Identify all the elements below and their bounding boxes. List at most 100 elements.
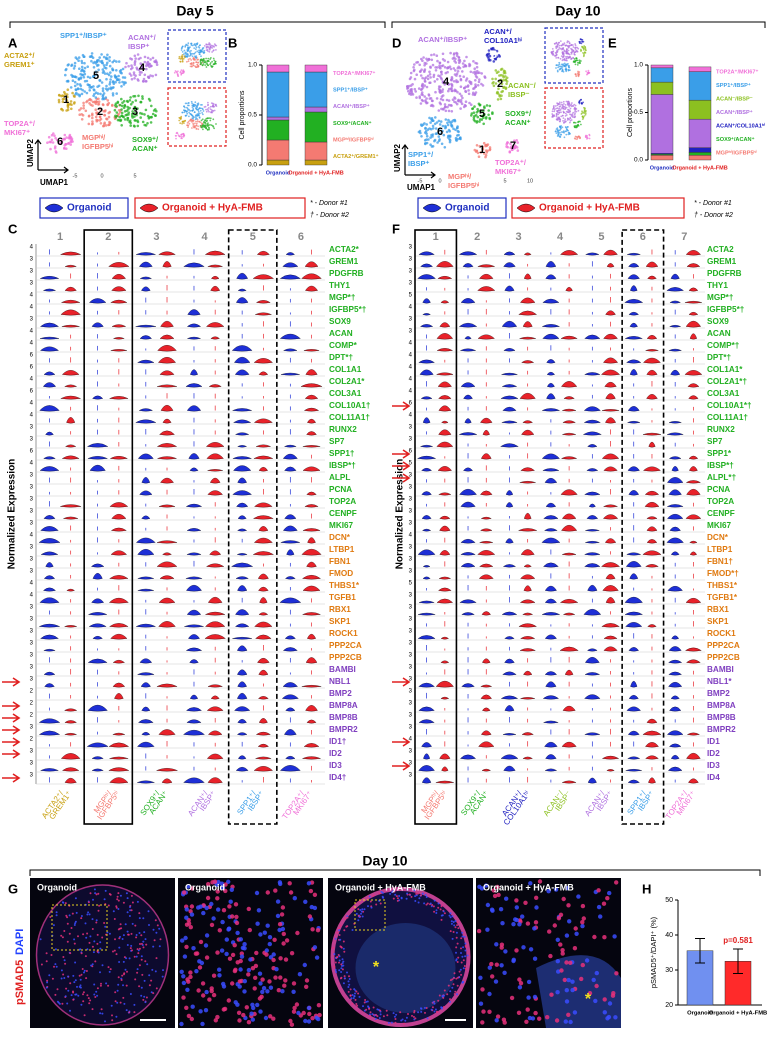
violin [685, 320, 701, 328]
inset-cell [554, 105, 557, 107]
nucleus [587, 991, 593, 996]
nucleus [186, 921, 192, 926]
umap-cell [501, 89, 505, 93]
umap-cell [434, 127, 438, 130]
nucleus [107, 966, 110, 969]
tick-label: 5 [503, 178, 506, 184]
violin [135, 419, 157, 424]
umap-cell [91, 100, 95, 104]
violin [542, 333, 560, 340]
violin [627, 730, 640, 736]
violin [139, 658, 152, 664]
bar-segment [304, 64, 328, 73]
nucleus [532, 926, 537, 931]
nucleus [495, 1014, 501, 1019]
axis-label: UMAP2 [26, 138, 35, 167]
bracket [391, 21, 766, 28]
inset-cell [567, 52, 569, 55]
violin [43, 648, 56, 652]
violin [233, 465, 252, 472]
nucleus [140, 942, 143, 945]
cluster-box [227, 229, 278, 825]
umap-cell [102, 64, 106, 67]
nucleus [85, 970, 88, 972]
inset-cell [191, 121, 193, 123]
violin [302, 585, 321, 592]
inset-cell [194, 55, 196, 58]
nucleus [233, 967, 238, 972]
umap-cell [126, 116, 130, 120]
nucleus [155, 957, 158, 960]
nucleus [487, 991, 492, 997]
legend-icon [44, 203, 64, 213]
nucleus [602, 997, 607, 1002]
violin [160, 404, 174, 412]
nucleus [455, 977, 458, 980]
violin [186, 528, 202, 532]
inset-cell [556, 129, 559, 131]
nucleus [85, 936, 88, 939]
umap-cell [151, 112, 155, 116]
nucleus [258, 1009, 263, 1014]
inset-cell [555, 64, 558, 67]
inset-cell [573, 53, 576, 56]
violin [686, 263, 701, 268]
nucleus [91, 928, 94, 930]
nucleus [237, 984, 242, 989]
nucleus [312, 945, 318, 950]
umap-cell [425, 85, 429, 89]
umap-cell [434, 69, 438, 72]
violin [301, 273, 322, 280]
violin [627, 756, 641, 760]
violin [258, 526, 269, 532]
violin [417, 455, 437, 460]
nucleus [417, 1011, 420, 1014]
nucleus [336, 931, 339, 934]
inset-cell [200, 58, 203, 61]
nucleus [440, 905, 443, 908]
legend-label: ACAN⁻/IBSP⁻ [716, 96, 753, 102]
nucleus [249, 1011, 254, 1016]
violin [283, 348, 298, 352]
inset-cell [573, 137, 576, 140]
umap-cell [482, 141, 486, 145]
gene-label: RBX1 [329, 605, 351, 614]
umap-cell [154, 108, 157, 111]
nucleus [514, 917, 519, 923]
inset-cell [185, 44, 188, 46]
violin [208, 384, 222, 388]
nucleus [456, 993, 458, 996]
violin [60, 395, 82, 400]
violin [156, 683, 178, 688]
nucleus [55, 965, 58, 968]
umap-cell [119, 71, 122, 74]
inset-cell [555, 42, 558, 45]
nucleus [460, 947, 462, 950]
umap-cell [74, 93, 77, 96]
violin [642, 550, 662, 556]
violin [541, 324, 560, 328]
nucleus [181, 980, 187, 986]
gene-label: ID1† [329, 737, 346, 746]
nucleus [334, 937, 337, 940]
row-max-label: 3 [30, 749, 34, 755]
umap-cell [509, 146, 512, 149]
umap-cell [456, 66, 460, 70]
violin [686, 488, 701, 496]
nucleus [246, 967, 252, 973]
nucleus [369, 1011, 372, 1014]
row-max-label: 3 [30, 653, 34, 659]
violin [587, 444, 598, 448]
cluster-label: MGPʰⁱ/ [448, 171, 472, 181]
nucleus [449, 998, 451, 1001]
umap-cell [469, 70, 473, 74]
nucleus [353, 995, 356, 998]
umap-cell [452, 80, 456, 83]
umap-cell [131, 100, 134, 104]
umap-cell [446, 121, 449, 125]
nucleus [456, 942, 459, 945]
nucleus [97, 951, 100, 954]
inset-cell [574, 135, 577, 138]
cluster-label: IBSP⁻ [508, 90, 530, 99]
umap-cell [85, 91, 89, 95]
